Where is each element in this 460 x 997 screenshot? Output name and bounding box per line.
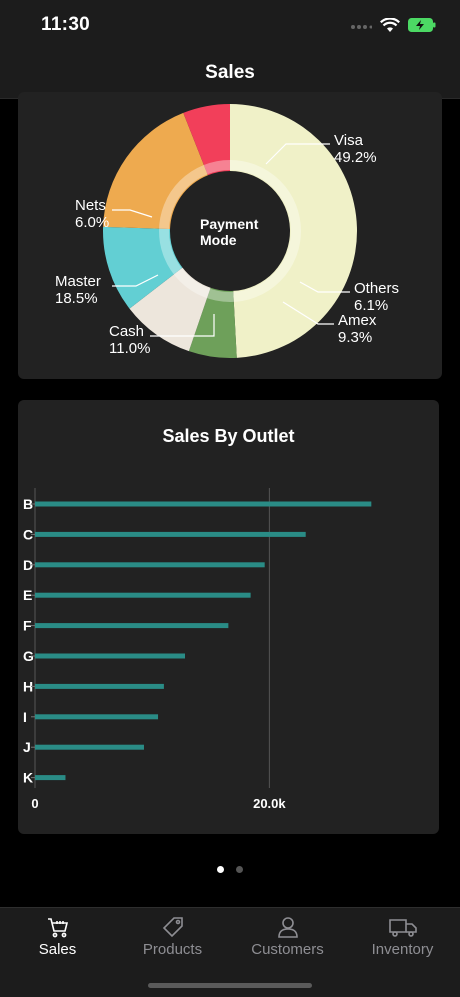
y-tick-label: D (23, 557, 33, 573)
signal-icon (351, 25, 372, 29)
leader-line-cash (150, 314, 215, 337)
bar-d[interactable] (35, 562, 265, 568)
sales-by-outlet-card: Sales By Outlet 0 20.0k B C D E F G H I J K (18, 400, 439, 834)
donut-center-label: Mode (200, 232, 237, 248)
bar-b[interactable] (35, 501, 372, 507)
donut-center-label: Payment (200, 216, 259, 232)
donut-inner-ring (159, 160, 301, 302)
slice-value-others: 6.1% (354, 297, 388, 314)
slice-label-visa: Visa (334, 132, 364, 149)
truck-icon (388, 919, 417, 937)
status-icons (350, 16, 436, 34)
bar-e[interactable] (35, 592, 251, 598)
page-title: Sales (205, 62, 255, 83)
y-tick-label: E (23, 587, 32, 603)
bar-i[interactable] (35, 714, 159, 720)
bar-f[interactable] (35, 623, 229, 629)
tab-label: Inventory (371, 941, 434, 958)
chart-title: Sales By Outlet (162, 426, 295, 446)
x-tick-label: 0 (31, 796, 38, 811)
leader-line-master (112, 274, 159, 287)
page-dot-1[interactable] (217, 866, 224, 873)
page-dot-2[interactable] (236, 866, 243, 873)
y-tick-label: B (23, 496, 33, 512)
status-bar: 11:30 (0, 0, 460, 50)
tab-label: Products (142, 941, 203, 958)
wifi-icon (380, 17, 400, 32)
slice-label-nets: Nets (75, 197, 106, 214)
tab-products[interactable]: Products (115, 916, 230, 958)
leader-line-nets (112, 209, 153, 218)
tab-bar: Sales Products Customers Inventory (0, 907, 460, 997)
y-tick-label: H (23, 678, 33, 694)
bar-g[interactable] (35, 653, 185, 659)
tab-label: Sales (38, 941, 77, 958)
slice-value-nets: 6.0% (75, 214, 109, 231)
y-tick-label: J (23, 739, 31, 755)
home-indicator (148, 983, 312, 988)
person-icon (277, 917, 298, 938)
y-tick-label: I (23, 709, 27, 725)
battery-icon (408, 18, 436, 32)
slice-value-cash: 11.0% (109, 340, 150, 357)
donut-slice-amex[interactable] (129, 267, 211, 352)
slice-label-others: Others (354, 280, 399, 297)
tag-icon (162, 917, 183, 938)
donut-slice-cash[interactable] (103, 226, 183, 309)
y-tick-label: K (23, 770, 33, 786)
donut-slice-nets[interactable] (183, 104, 230, 176)
leader-line-visa (265, 143, 330, 165)
slice-value-master: 18.5% (55, 290, 98, 307)
slice-label-master: Master (55, 273, 101, 290)
cart-icon (47, 918, 68, 938)
slice-value-visa: 49.2% (334, 149, 377, 166)
tab-label: Customers (251, 941, 324, 958)
x-tick-label: 20.0k (253, 796, 286, 811)
donut-slice-master[interactable] (103, 112, 208, 230)
donut-slice-visa[interactable] (230, 104, 358, 358)
y-tick-label: C (23, 526, 33, 542)
bar-k[interactable] (35, 775, 66, 781)
payment-mode-card: Payment Mode Visa 49.2% Others 6.1% Amex 9.3% Ca… (18, 92, 442, 379)
tab-inventory[interactable]: Inventory (345, 916, 460, 958)
y-tick-label: F (23, 618, 32, 634)
slice-label-cash: Cash (109, 323, 144, 340)
tab-sales[interactable]: Sales (0, 916, 115, 958)
bar-c[interactable] (35, 531, 306, 537)
slice-value-amex: 9.3% (338, 329, 372, 346)
tab-customers[interactable]: Customers (230, 916, 345, 958)
slice-label-amex: Amex (338, 312, 377, 329)
bar-h[interactable] (35, 683, 164, 689)
bar-j[interactable] (35, 744, 144, 750)
y-tick-label: G (23, 648, 34, 664)
page-indicator[interactable] (0, 866, 460, 873)
leader-line-others (299, 281, 350, 293)
leader-line-amex (282, 301, 334, 325)
nav-bar: Sales (0, 50, 460, 99)
status-time: 11:30 (41, 14, 91, 35)
donut-hole (171, 172, 289, 290)
donut-slice-others[interactable] (188, 287, 237, 358)
